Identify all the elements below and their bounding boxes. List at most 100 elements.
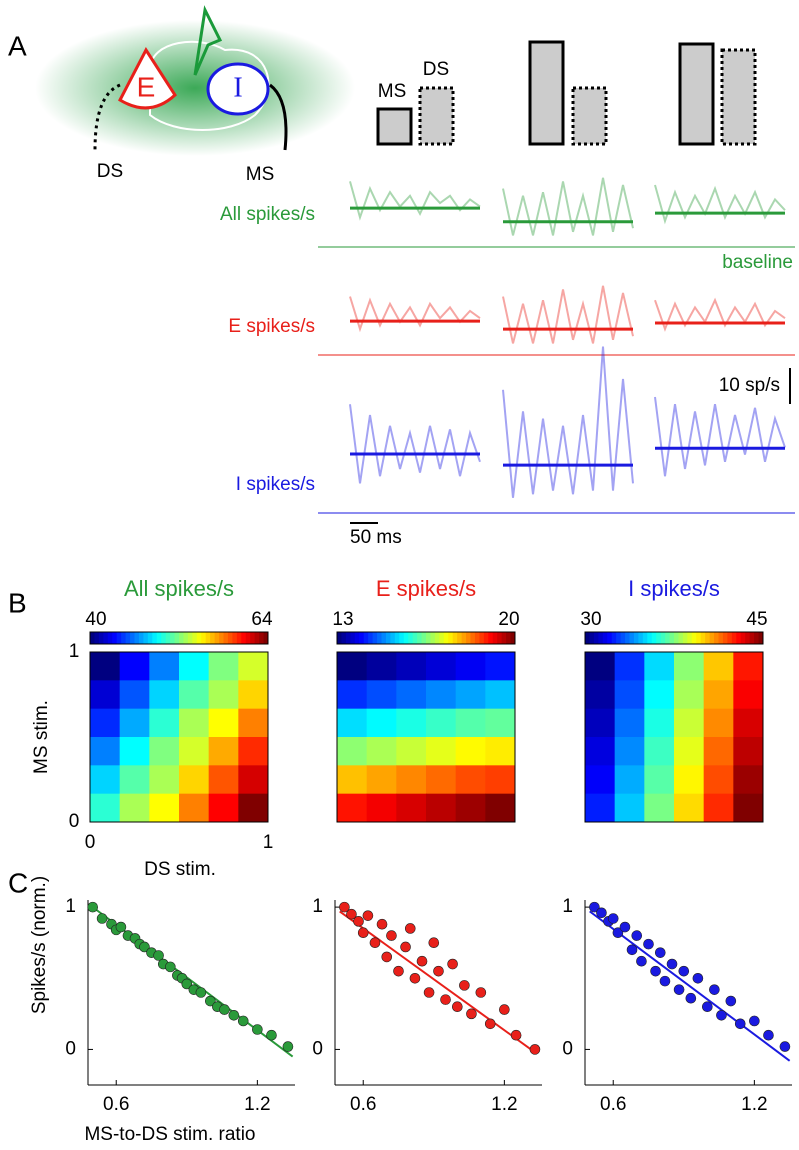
- point: [466, 1008, 477, 1020]
- colorbar-segment: [412, 632, 418, 644]
- colorbar-segment: [90, 632, 95, 644]
- point: [433, 965, 444, 977]
- point: [716, 1009, 727, 1021]
- heat-cell: [238, 680, 269, 710]
- heat-cell: [238, 793, 269, 823]
- point: [459, 980, 470, 991]
- heat-cell: [614, 793, 645, 823]
- heat-cell: [703, 708, 734, 738]
- colorbar-segment: [665, 632, 671, 644]
- heat-cell: [485, 765, 516, 795]
- colorbar-segment: [121, 632, 127, 644]
- colorbar-segment: [112, 632, 118, 644]
- heat-cell: [396, 793, 427, 823]
- colorbar-segment: [682, 632, 688, 644]
- scale-label: 10 sp/s: [719, 375, 780, 396]
- colorbar-label: 30: [580, 609, 601, 630]
- y-tick-label: 0: [312, 1038, 323, 1059]
- point: [749, 1015, 760, 1027]
- row-label: E spikes/s: [228, 316, 315, 337]
- point: [650, 965, 661, 977]
- heat-cell: [238, 708, 269, 738]
- heat-cell: [396, 652, 427, 681]
- trace: [349, 181, 481, 221]
- colorbar-segment: [232, 632, 238, 644]
- colorbar-segment: [758, 632, 764, 644]
- heat-cell: [485, 652, 516, 681]
- heat-cell: [644, 708, 675, 738]
- heat-cell: [585, 793, 616, 823]
- point: [631, 930, 643, 941]
- heat-cell: [179, 765, 210, 795]
- colorbar-segment: [337, 632, 342, 644]
- heat-cell: [614, 652, 645, 681]
- colorbar-segment: [452, 632, 458, 644]
- point: [510, 1029, 522, 1041]
- colorbar-segment: [439, 632, 445, 644]
- colorbar-segment: [718, 632, 724, 644]
- row-label: I spikes/s: [236, 474, 315, 495]
- heat-cell: [426, 765, 457, 795]
- heat-cell: [149, 680, 180, 710]
- heat-cell: [119, 793, 150, 823]
- point: [589, 901, 600, 913]
- x-tick-label: 1.2: [491, 1094, 517, 1115]
- cell-outline: [149, 40, 270, 131]
- colorbar-segment: [488, 632, 494, 644]
- point: [596, 907, 607, 919]
- colorbar-segment: [483, 632, 489, 644]
- colorbar-segment: [430, 632, 436, 644]
- heat-cell: [396, 765, 427, 795]
- bar: [720, 48, 757, 146]
- heat-cell: [90, 765, 121, 795]
- colorbar-segment: [461, 632, 467, 644]
- heat-cell: [208, 737, 239, 766]
- heat-cell: [119, 708, 150, 738]
- colorbar-segment: [466, 632, 471, 644]
- colorbar-segment: [250, 632, 256, 644]
- x-axis-label: MS-to-DS stim. ratio: [84, 1124, 255, 1145]
- colorbar-segment: [678, 632, 684, 644]
- heat-cell: [455, 765, 486, 795]
- colorbar-segment: [506, 632, 512, 644]
- colorbar-segment: [457, 632, 463, 644]
- heat-cell: [90, 680, 121, 710]
- colorbar-segment: [363, 632, 369, 644]
- colorbar-segment: [399, 632, 405, 644]
- y-tick-label: 0: [562, 1038, 573, 1059]
- trace: [349, 404, 481, 484]
- heatmap-title: I spikes/s: [628, 576, 720, 601]
- colorbar-segment: [479, 632, 485, 644]
- heat-cell: [396, 737, 427, 766]
- heat-cell: [149, 793, 180, 823]
- heat-cell: [614, 680, 645, 710]
- colorbar-segment: [372, 632, 378, 644]
- bar: [418, 86, 455, 146]
- point: [452, 1001, 463, 1013]
- colorbar-segment: [598, 632, 604, 644]
- colorbar-segment: [259, 632, 265, 644]
- point: [779, 1041, 791, 1052]
- point: [484, 1018, 496, 1030]
- colorbar-segment: [474, 632, 480, 644]
- heat-cell: [119, 765, 150, 795]
- x-tick-label: 0.6: [600, 1094, 626, 1115]
- heat-cell: [149, 765, 180, 795]
- colorbar-segment: [709, 632, 715, 644]
- heat-cell: [337, 708, 368, 738]
- trace: [502, 346, 634, 498]
- i-label: I: [233, 72, 242, 103]
- heat-cell: [366, 737, 397, 766]
- colorbar-segment: [625, 632, 630, 644]
- colorbar-segment: [651, 632, 657, 644]
- colorbar-frame: [584, 631, 764, 645]
- heat-cell: [119, 737, 150, 766]
- heat-cell: [733, 680, 764, 710]
- y-tick-label: 1: [562, 896, 573, 917]
- heat-cell: [485, 680, 516, 710]
- heat-cell: [396, 708, 427, 738]
- point: [266, 1029, 277, 1041]
- point: [404, 923, 416, 934]
- bar: [376, 107, 413, 146]
- heat-cell: [485, 708, 516, 738]
